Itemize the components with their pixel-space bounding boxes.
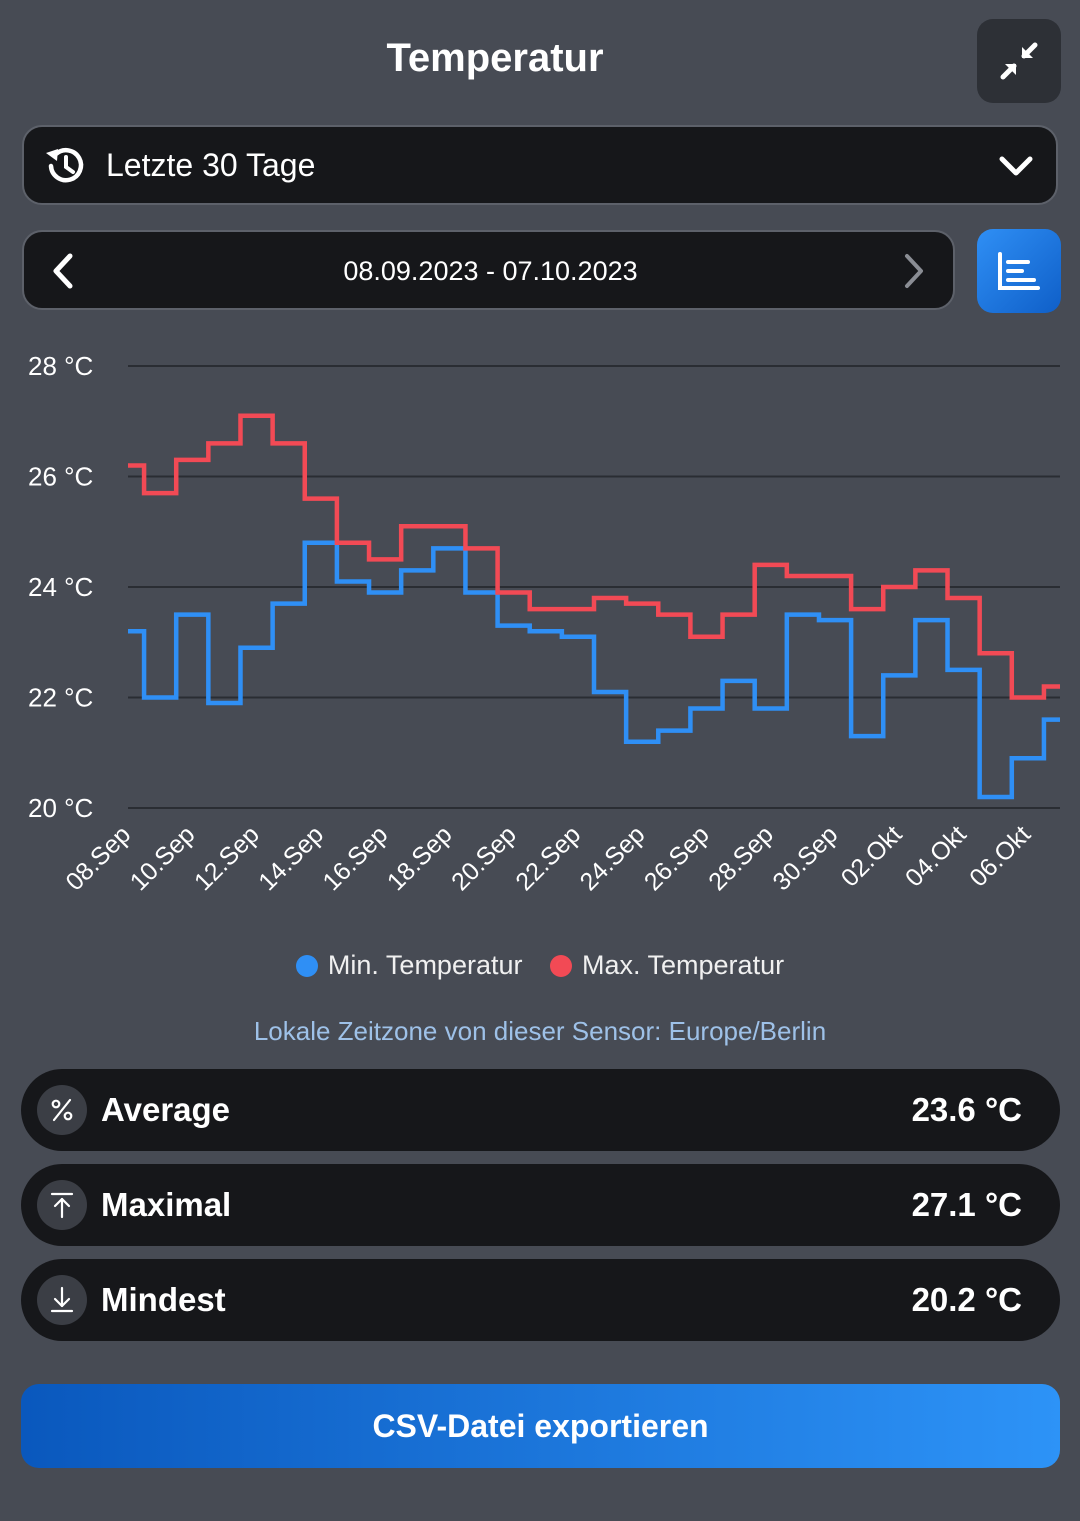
- chart-bars-icon: [998, 252, 1040, 290]
- legend-item-max[interactable]: Max. Temperatur: [550, 950, 784, 981]
- x-tick-label: 12.Sep: [189, 820, 265, 896]
- time-range-label: Letzte 30 Tage: [106, 147, 316, 183]
- x-tick-label: 04.Okt: [900, 820, 972, 892]
- time-range-dropdown[interactable]: Letzte 30 Tage: [22, 125, 1058, 205]
- series-line-max: [128, 413, 1060, 700]
- collapse-arrows-icon: [1000, 42, 1038, 80]
- y-tick-label: 22 °C: [28, 683, 93, 713]
- x-tick-label: 08.Sep: [60, 820, 136, 896]
- arrow-down-to-line-icon: [37, 1275, 87, 1325]
- x-tick-label: 20.Sep: [446, 820, 522, 896]
- y-tick-label: 20 °C: [28, 793, 93, 823]
- chart-view-button[interactable]: [977, 229, 1061, 313]
- y-tick-label: 24 °C: [28, 572, 93, 602]
- x-tick-label: 02.Okt: [836, 820, 908, 892]
- chevron-down-icon: [999, 156, 1033, 176]
- header: Temperatur: [0, 0, 1080, 120]
- x-tick-label: 26.Sep: [639, 820, 715, 896]
- legend-dot-max: [550, 954, 572, 977]
- x-tick-label: 24.Sep: [575, 820, 651, 896]
- date-range-text: 08.09.2023 - 07.10.2023: [343, 256, 638, 286]
- series-line-min: [128, 540, 1060, 800]
- legend-dot-min: [295, 954, 318, 977]
- stat-maximal-label: Maximal: [101, 1186, 232, 1223]
- x-tick-label: 18.Sep: [382, 820, 458, 896]
- collapse-button[interactable]: [977, 19, 1061, 103]
- x-tick-label: 16.Sep: [318, 820, 394, 896]
- stat-average: Average 23.6 °C: [21, 1069, 1060, 1151]
- x-tick-label: 10.Sep: [125, 820, 201, 896]
- percent-icon: [37, 1085, 87, 1135]
- stat-maximal: Maximal 27.1 °C: [21, 1164, 1060, 1246]
- date-navigator: 08.09.2023 - 07.10.2023: [22, 230, 955, 310]
- x-tick-label: 14.Sep: [253, 820, 329, 896]
- stat-mindest: Mindest 20.2 °C: [21, 1259, 1060, 1341]
- x-tick-label: 22.Sep: [510, 820, 586, 896]
- page-title: Temperatur: [386, 36, 604, 80]
- legend-item-min[interactable]: Min. Temperatur: [295, 950, 523, 981]
- x-tick-label: 28.Sep: [703, 820, 779, 896]
- stat-average-label: Average: [101, 1091, 231, 1128]
- export-csv-button[interactable]: CSV-Datei exportieren: [21, 1384, 1060, 1468]
- temperature-chart: 20 °C 22 °C 24 °C 26 °C 28 °C 08.Sep10.Sep12.…: [28, 351, 1060, 896]
- legend-label-min: Min. Temperatur: [327, 950, 523, 980]
- x-tick-label: 30.Sep: [767, 820, 843, 896]
- stat-mindest-value: 20.2 °C: [911, 1281, 1022, 1318]
- legend-label-max: Max. Temperatur: [582, 950, 785, 980]
- chevron-left-icon[interactable]: [48, 252, 78, 290]
- x-tick-label: 06.Okt: [964, 820, 1036, 892]
- stat-mindest-label: Mindest: [101, 1281, 226, 1318]
- stat-maximal-value: 27.1 °C: [911, 1186, 1022, 1223]
- timezone-note: Lokale Zeitzone von dieser Sensor: Europ…: [253, 1016, 827, 1046]
- chart-legend: Min. Temperatur Max. Temperatur: [0, 950, 1080, 984]
- y-tick-label: 28 °C: [28, 351, 93, 381]
- arrow-up-to-line-icon: [37, 1180, 87, 1230]
- history-icon: [46, 148, 84, 183]
- chevron-right-icon[interactable]: [899, 252, 929, 290]
- y-tick-label: 26 °C: [28, 462, 93, 492]
- stat-average-value: 23.6 °C: [911, 1091, 1022, 1128]
